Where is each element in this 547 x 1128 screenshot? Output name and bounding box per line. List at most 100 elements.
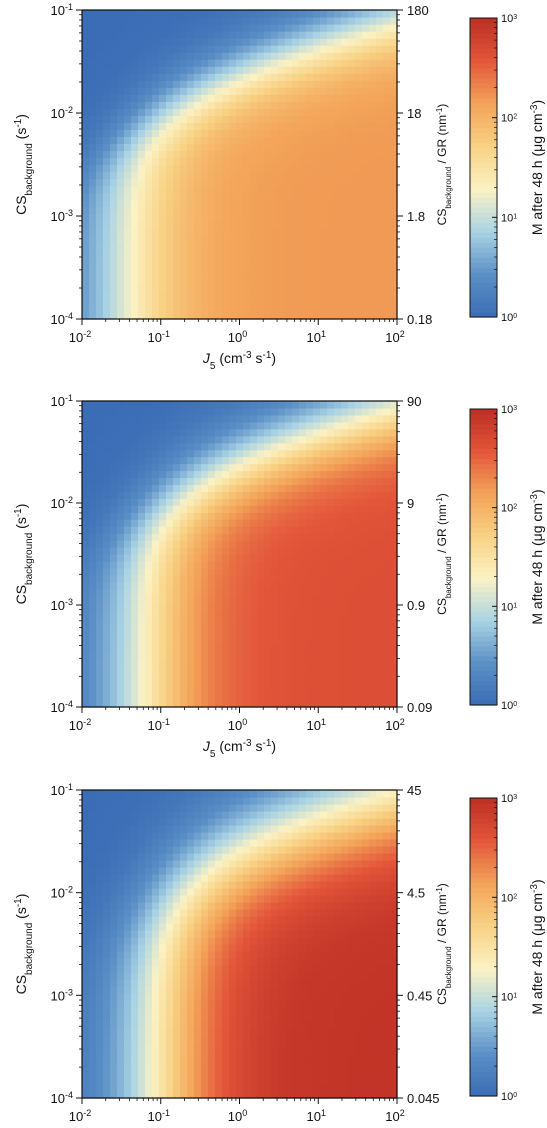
heatmap-cell [271, 449, 279, 458]
heatmap-cell [313, 644, 321, 652]
heatmap-cell [292, 185, 300, 194]
heatmap-cell [138, 1056, 146, 1064]
heatmap-cell [131, 66, 139, 74]
heatmap-cell [222, 616, 230, 625]
heatmap-cell [236, 185, 244, 194]
heatmap-cell [110, 832, 118, 840]
heatmap-cell [124, 129, 132, 138]
heatmap-cell [243, 484, 251, 492]
heatmap-cell [82, 644, 90, 652]
heatmap-cell [243, 421, 251, 430]
heatmap-cell [110, 17, 118, 25]
heatmap-cell [159, 888, 167, 896]
heatmap-cell [131, 839, 139, 847]
heatmap-cell [82, 526, 90, 534]
heatmap-cell [110, 937, 118, 945]
heatmap-cell [292, 658, 300, 666]
heatmap-cell [117, 477, 125, 486]
heatmap-cell [215, 442, 223, 451]
heatmap-cell [299, 700, 307, 708]
heatmap-cell [355, 31, 363, 39]
heatmap-cell [194, 262, 202, 271]
heatmap-cell [96, 157, 104, 166]
heatmap-cell [292, 581, 300, 590]
heatmap-cell [89, 512, 97, 520]
heatmap-cell [159, 80, 167, 88]
heatmap-cell [313, 588, 321, 597]
heatmap-cell [180, 73, 188, 81]
heatmap-cell [341, 637, 349, 645]
heatmap-cell [152, 66, 160, 74]
heatmap-cell [173, 122, 181, 130]
heatmap-cell [257, 456, 265, 465]
heatmap-cell [159, 853, 167, 861]
heatmap-cell [215, 192, 223, 201]
heatmap-cell [159, 1042, 167, 1050]
heatmap-cell [369, 52, 377, 60]
y-tick-label: 10-4 [51, 699, 73, 715]
heatmap-cell [103, 860, 111, 868]
heatmap-cell [222, 66, 230, 74]
heatmap-cell [320, 10, 328, 18]
heatmap-cell [103, 637, 111, 645]
heatmap-cell [299, 401, 307, 409]
heatmap-cell [348, 526, 356, 534]
heatmap-cell [110, 59, 118, 67]
heatmap-cell [145, 38, 153, 46]
heatmap-cell [166, 290, 174, 299]
heatmap-cell [173, 108, 181, 116]
heatmap-cell [292, 630, 300, 639]
heatmap-cell [278, 283, 286, 292]
heatmap-cell [124, 958, 132, 966]
heatmap-cell [89, 213, 97, 222]
heatmap-cell [341, 554, 349, 562]
heatmap-cell [376, 276, 384, 285]
heatmap-cell [145, 283, 153, 292]
heatmap-cell [82, 588, 90, 597]
heatmap-cell [306, 616, 314, 625]
heatmap-cell [117, 484, 125, 492]
heatmap-cell [159, 972, 167, 980]
heatmap-cell [82, 811, 90, 819]
heatmap-cell [159, 644, 167, 652]
heatmap-cell [320, 449, 328, 458]
heatmap-cell [355, 560, 363, 569]
heatmap-cell [334, 262, 342, 271]
heatmap-cell [257, 24, 265, 32]
heatmap-cell [159, 150, 167, 159]
heatmap-cell [166, 923, 174, 931]
heatmap-cell [145, 129, 153, 138]
heatmap-cell [257, 227, 265, 236]
colorbar-frame [469, 17, 498, 318]
heatmap-cell [89, 470, 97, 479]
heatmap-cell [117, 234, 125, 243]
heatmap-cell [96, 951, 104, 959]
heatmap-cell [110, 470, 118, 479]
heatmap-cell [117, 442, 125, 451]
heatmap-cell [131, 241, 139, 250]
heatmap-cell [187, 435, 195, 444]
heatmap-cell [166, 143, 174, 152]
heatmap-cell [110, 818, 118, 826]
heatmap-cell [96, 832, 104, 840]
heatmap-cell [180, 686, 188, 694]
heatmap-cell [131, 24, 139, 32]
heatmap-cell [285, 421, 293, 430]
heatmap-cell [117, 693, 125, 701]
heatmap-cell [166, 930, 174, 938]
heatmap-cell [194, 470, 202, 479]
heatmap-cell [264, 637, 272, 645]
heatmap-cell [131, 1084, 139, 1092]
heatmap-cell [264, 269, 272, 278]
heatmap-cell [355, 192, 363, 201]
heatmap-cell [264, 609, 272, 618]
colorbar-segment [470, 32, 497, 39]
heatmap-cell [341, 693, 349, 701]
heatmap-cell [82, 108, 90, 116]
heatmap-cell [173, 199, 181, 208]
heatmap-cell [236, 637, 244, 645]
heatmap-cell [271, 45, 279, 53]
heatmap-cell [194, 519, 202, 527]
heatmap-cell [376, 581, 384, 590]
heatmap-cell [299, 456, 307, 465]
